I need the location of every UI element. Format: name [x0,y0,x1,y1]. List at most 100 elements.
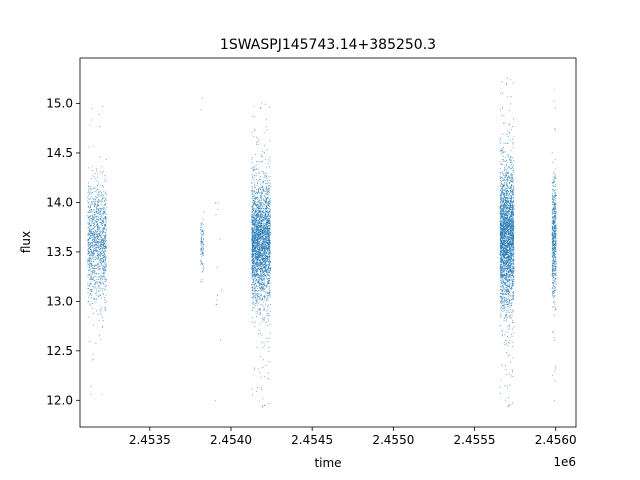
scatter-points [87,77,557,408]
data-point [267,217,269,219]
data-point [262,276,264,278]
data-point [105,220,106,222]
data-point [255,254,257,255]
data-point [265,246,267,248]
data-point [94,198,96,200]
data-point [96,244,97,246]
data-point [254,218,256,220]
data-point [262,226,264,228]
data-point [269,295,271,297]
data-point [251,317,253,319]
data-point [257,250,259,252]
data-point [93,287,95,289]
data-point [253,248,255,250]
data-point [264,180,266,181]
data-point [264,218,266,220]
data-point [254,250,256,252]
data-point [90,246,92,248]
data-point [262,205,264,207]
data-point [259,263,261,265]
data-point [255,229,257,231]
data-point [266,217,268,219]
data-point [262,192,264,194]
data-point [266,241,268,243]
data-point [510,267,512,268]
data-point [499,235,501,237]
data-point [506,249,508,251]
data-point [260,266,262,268]
data-point [268,288,270,290]
data-point [89,209,91,211]
data-point [262,250,264,252]
data-point [253,263,255,265]
data-point [88,259,90,261]
data-point [201,240,203,242]
data-point [512,223,514,225]
data-point [508,158,510,160]
data-point [104,245,106,246]
data-point [251,260,253,262]
data-point [253,274,255,275]
data-point [502,108,503,109]
data-point [100,215,102,217]
data-point [93,251,95,253]
data-point [252,246,254,248]
data-point [105,256,107,258]
data-point [255,302,257,304]
data-point [202,253,204,254]
data-point [510,216,512,218]
data-point [257,280,259,282]
data-point [258,264,260,266]
data-point [96,170,98,172]
data-point [511,369,513,371]
data-point [259,235,261,237]
data-point [256,252,258,254]
data-point [105,222,107,224]
data-point [269,263,271,264]
data-point [258,254,260,256]
data-point [504,334,506,336]
data-point [260,197,262,199]
data-point [504,263,506,265]
data-point [202,97,204,99]
data-point [202,252,204,253]
data-point [503,297,505,299]
data-point [269,289,271,291]
data-point [499,281,501,283]
data-point [255,244,257,246]
data-point [260,304,262,305]
data-point [252,235,254,236]
data-point [100,262,102,264]
data-point [268,222,270,224]
data-point [91,245,93,247]
data-point [512,248,514,250]
data-point [101,193,103,195]
data-point [253,190,255,192]
data-point [505,287,507,288]
data-point [268,271,270,273]
data-point [509,193,511,194]
data-point [260,207,261,209]
data-point [511,223,513,225]
data-point [100,275,102,277]
data-point [254,221,256,223]
data-point [267,270,269,272]
data-point [99,234,100,236]
data-point [201,248,203,250]
data-point [500,179,502,181]
data-point [97,254,99,256]
data-point [513,275,515,277]
data-point [88,167,90,169]
data-point [90,275,92,277]
data-point [251,267,253,269]
data-point [251,157,253,159]
data-point [263,220,265,222]
data-point [262,172,264,174]
data-point [91,267,93,269]
data-point [87,239,89,241]
data-point [92,353,94,355]
data-point [91,230,93,232]
data-point [506,275,507,277]
data-point [257,277,259,279]
data-point [257,205,259,207]
